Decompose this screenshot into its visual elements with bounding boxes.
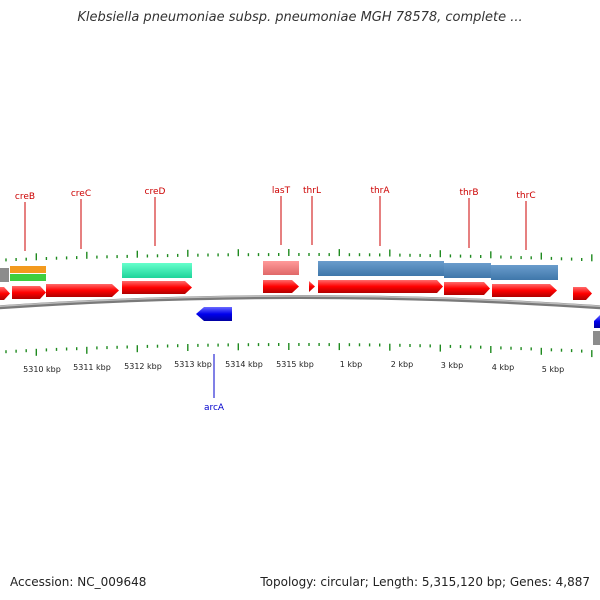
lower-tick-track — [5, 343, 593, 358]
feature-bar-orange[interactable] — [10, 266, 46, 273]
gene-arrow-creC[interactable] — [46, 284, 119, 297]
forward-gene-track — [0, 280, 592, 300]
gene-label-thrC[interactable]: thrC — [516, 191, 535, 201]
gene-label-thrB[interactable]: thrB — [459, 188, 478, 198]
feature-bar-grey-left[interactable] — [0, 268, 9, 282]
gene-arrow-creB[interactable] — [12, 286, 46, 299]
gene-label-arcA[interactable]: arcA — [204, 403, 225, 413]
scale-labels: 5310 kbp 5311 kbp 5312 kbp 5313 kbp 5314… — [23, 360, 564, 374]
scale-label: 1 kbp — [340, 360, 362, 369]
genome-stats-text: Topology: circular; Length: 5,315,120 bp… — [260, 575, 590, 589]
scale-label: 5312 kbp — [124, 362, 162, 371]
gene-arrow-thrA[interactable] — [318, 280, 443, 293]
scale-label: 3 kbp — [441, 361, 463, 370]
scale-label: 5314 kbp — [225, 360, 263, 369]
reverse-gene-track — [196, 307, 600, 345]
forward-gene-label-text: creB creC creD lasT thrL thrA thrB thrC — [15, 186, 536, 202]
gene-arrow-thrC[interactable] — [492, 284, 557, 297]
genome-backbone-highlight — [0, 295, 600, 308]
gene-label-creC[interactable]: creC — [71, 189, 91, 199]
gene-arrow-thrB[interactable] — [444, 282, 490, 295]
upper-tick-track — [5, 249, 593, 262]
gene-label-thrA[interactable]: thrA — [370, 186, 390, 196]
gene-label-creD[interactable]: creD — [145, 187, 166, 197]
feature-track — [0, 261, 558, 282]
feature-bar-green[interactable] — [10, 274, 46, 281]
map-title: Klebsiella pneumoniae subsp. pneumoniae … — [77, 10, 523, 25]
feature-bar-teal[interactable] — [122, 263, 192, 278]
gene-arrow-lasT[interactable] — [263, 280, 299, 293]
scale-label: 4 kbp — [492, 363, 514, 372]
feature-bar-steel-2[interactable] — [444, 263, 491, 278]
scale-label: 5 kbp — [542, 365, 564, 374]
scale-label: 5311 kbp — [73, 363, 111, 372]
gene-arrow-right-edge[interactable] — [573, 287, 592, 300]
feature-bar-steel-1[interactable] — [318, 261, 444, 276]
gene-label-lasT[interactable]: lasT — [272, 186, 291, 196]
genome-backbone — [0, 295, 600, 310]
scale-label: 2 kbp — [391, 360, 413, 369]
accession-text: Accession: NC_009648 — [10, 575, 147, 589]
forward-gene-labels — [24, 196, 527, 251]
gene-arrow-right-edge-reverse[interactable] — [594, 315, 600, 328]
feature-bar-pink[interactable] — [263, 261, 299, 275]
scale-label: 5315 kbp — [276, 360, 314, 369]
scale-label: 5310 kbp — [23, 365, 61, 374]
scale-label: 5313 kbp — [174, 360, 212, 369]
gene-label-thrL[interactable]: thrL — [303, 186, 321, 196]
feature-bar-steel-3[interactable] — [491, 265, 558, 280]
gene-arrow-creD[interactable] — [122, 281, 192, 294]
feature-bar-grey-right[interactable] — [593, 331, 600, 345]
gene-arrow-left-edge[interactable] — [0, 287, 10, 300]
gene-arrow-thrL[interactable] — [309, 281, 315, 292]
gene-arrow-arcA[interactable] — [196, 307, 232, 321]
gene-label-creB[interactable]: creB — [15, 192, 35, 202]
